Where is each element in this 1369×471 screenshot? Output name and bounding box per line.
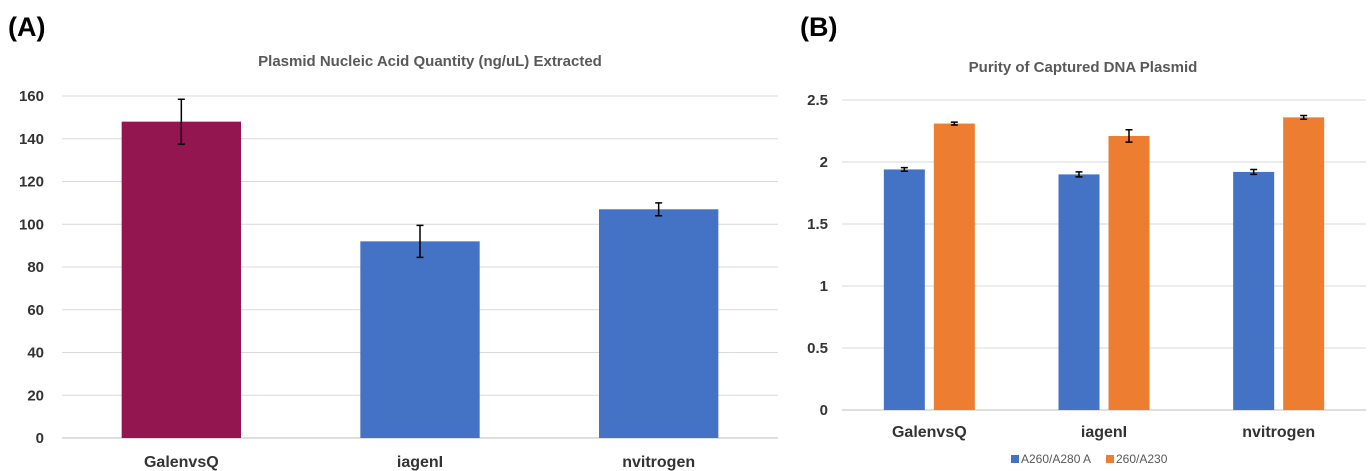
chart-b-ytick-label: 1 xyxy=(820,278,828,295)
chart-b-bar xyxy=(1058,174,1100,410)
chart-b-bar xyxy=(1108,135,1150,410)
chart-b-legend-swatch xyxy=(1106,455,1114,463)
chart-a-category-label: nvitrogen xyxy=(622,454,695,471)
chart-a-ytick-label: 140 xyxy=(19,131,44,148)
chart-a-ytick-label: 80 xyxy=(27,259,44,276)
chart-a-title: Plasmid Nucleic Acid Quantity (ng/uL) Ex… xyxy=(258,53,602,70)
chart-a-ytick-label: 40 xyxy=(27,345,44,362)
chart-b-category-label: iagenI xyxy=(1081,424,1127,441)
chart-a-category-label: GalenvsQ xyxy=(144,454,219,471)
chart-b-ytick-label: 1.5 xyxy=(807,216,828,233)
chart-b-ytick-label: 0.5 xyxy=(807,340,828,357)
chart-b-bar xyxy=(1283,117,1325,411)
chart-a-ytick-label: 60 xyxy=(27,302,44,319)
chart-a-error-bar xyxy=(177,98,185,145)
chart-b-ytick-label: 2 xyxy=(820,154,828,171)
chart-a-ytick-label: 20 xyxy=(27,387,44,404)
chart-b-ytick-label: 2.5 xyxy=(807,92,828,109)
chart-b-error-bar xyxy=(1075,171,1083,178)
chart-b-legend-label: 260/A230 xyxy=(1116,452,1168,466)
chart-b-bar xyxy=(933,123,975,410)
chart-b-error-bar xyxy=(950,121,958,126)
chart-b-title: Purity of Captured DNA Plasmid xyxy=(969,59,1198,76)
chart-a-ytick-label: 120 xyxy=(19,174,44,191)
chart-a-ytick-label: 160 xyxy=(19,88,44,105)
chart-b-legend-swatch xyxy=(1011,455,1019,463)
chart-a-ytick-label: 100 xyxy=(19,216,44,233)
chart-b-category-label: nvitrogen xyxy=(1242,424,1315,441)
chart-a-error-bar xyxy=(655,202,663,217)
panel-label-b: (B) xyxy=(800,12,837,42)
chart-b-ytick-label: 0 xyxy=(820,402,828,419)
chart-a: Plasmid Nucleic Acid Quantity (ng/uL) Ex… xyxy=(19,53,778,471)
chart-a-category-label: iagenI xyxy=(397,454,443,471)
chart-b-bar xyxy=(883,169,925,410)
panel-label-a: (A) xyxy=(8,12,45,42)
chart-b-error-bar xyxy=(1250,168,1258,176)
chart-a-bar xyxy=(121,121,241,439)
chart-b-error-bar xyxy=(900,166,908,173)
chart-a-bar xyxy=(360,241,480,438)
chart-a-bar xyxy=(599,209,719,438)
chart-a-ytick-label: 0 xyxy=(36,430,44,447)
chart-b: Purity of Captured DNA Plasmid 0 0.5 1 1.5 2… xyxy=(807,59,1366,466)
chart-b-error-bar xyxy=(1300,114,1308,120)
chart-a-error-bar xyxy=(416,224,424,259)
chart-b-category-label: GalenvsQ xyxy=(892,424,967,441)
chart-b-bar xyxy=(1233,171,1275,410)
chart-b-error-bar xyxy=(1125,129,1133,143)
chart-b-legend-label: A260/A280 A xyxy=(1021,452,1091,466)
